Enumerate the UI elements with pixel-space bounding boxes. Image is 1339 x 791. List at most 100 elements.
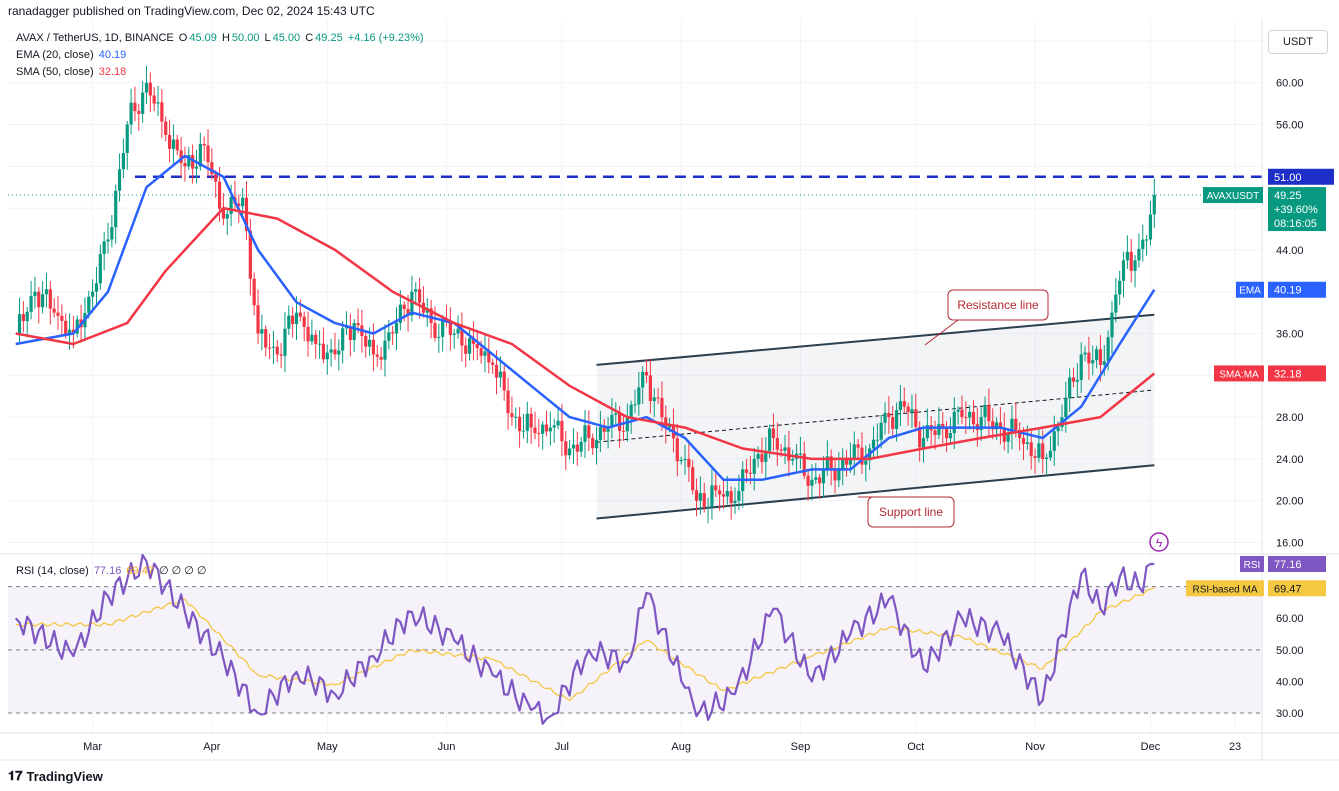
price-grid [8, 20, 1262, 732]
price-tick-label: 28.00 [1276, 412, 1304, 424]
rsi-value-tag-text: 77.16 [1274, 559, 1302, 571]
currency-unit-button[interactable]: USDT [1268, 30, 1328, 54]
high-value: 50.00 [231, 32, 260, 44]
candle-body [244, 197, 249, 231]
candle-body [225, 214, 229, 219]
candle-body [575, 444, 579, 452]
candle-body [1014, 418, 1018, 430]
rsi-legend-value: 77.16 [93, 565, 122, 577]
rsi-ma-line [15, 587, 1155, 702]
candle-body [137, 110, 141, 114]
candle-body [910, 409, 914, 413]
candle-body [237, 203, 241, 207]
candle-body [529, 413, 533, 428]
candle-body [1110, 312, 1114, 338]
candle-body [706, 506, 710, 508]
candle-body [664, 417, 668, 428]
candle-body [375, 354, 379, 357]
time-tick-label: Sep [791, 741, 811, 753]
candles [17, 66, 1156, 524]
candle-body [310, 334, 314, 342]
candle-body [441, 320, 445, 337]
candle-body [583, 425, 587, 442]
candle-body [1145, 239, 1149, 241]
candle-body [56, 312, 60, 316]
candle-body [848, 458, 853, 465]
price-tick-label: 20.00 [1276, 496, 1304, 508]
price-tick-label: 16.00 [1276, 538, 1304, 550]
candle-body [552, 425, 556, 428]
rsi-tick-label: 50.00 [1276, 645, 1304, 657]
rsi-legend-extra: ∅ ∅ ∅ ∅ [159, 565, 207, 577]
time-tick-label: Aug [671, 741, 691, 753]
candle-body [710, 485, 714, 507]
candle-body [756, 453, 760, 459]
time-tick-label: Jun [438, 741, 456, 753]
candle-body [314, 334, 318, 344]
ema-legend-value: 40.19 [98, 49, 127, 61]
candle-body [1114, 294, 1118, 313]
candle-body [971, 411, 976, 425]
candle-body [556, 420, 560, 426]
candle-body [506, 390, 510, 414]
sma-legend: SMA (50, close) 32.18 [16, 66, 128, 78]
candle-body [148, 82, 152, 96]
candle-body [383, 340, 387, 360]
candle-body [252, 278, 256, 306]
candle-body [587, 425, 591, 439]
candle-body [1064, 398, 1068, 418]
candle-body [1148, 214, 1153, 240]
candle-body [298, 312, 302, 317]
candle-body [618, 413, 622, 431]
symbol-label: AVAX / TetherUS, 1D, BINANCE [16, 32, 174, 44]
candle-body [833, 469, 837, 481]
candle-body [106, 239, 110, 242]
candle-body [944, 427, 949, 439]
candle-body [791, 458, 795, 461]
candle-body [467, 338, 472, 354]
candle-body [264, 329, 268, 348]
candle-body [348, 327, 352, 340]
candle-body [75, 319, 79, 334]
candle-body [1071, 377, 1076, 382]
candle-body [548, 427, 552, 432]
candle-body [179, 150, 183, 164]
candle-body [1133, 260, 1137, 271]
candle-body [606, 427, 610, 432]
ema-20-line [15, 154, 1156, 482]
candle-body [625, 417, 629, 432]
candle-body [48, 289, 52, 309]
candle-body [37, 291, 41, 308]
candle-body [1029, 442, 1033, 457]
candle-body [387, 332, 391, 341]
candle-body [160, 102, 164, 122]
candle-body [798, 453, 803, 455]
lightning-glyph: ϟ [1156, 536, 1163, 550]
candle-body [525, 413, 529, 431]
candle-body [117, 169, 122, 191]
candle-body [1068, 377, 1072, 399]
candle-body [367, 339, 372, 347]
candle-body [1048, 450, 1053, 458]
channel-midline [596, 389, 1155, 443]
brand-label: TradingView [26, 768, 103, 784]
candle-body [679, 459, 683, 462]
candle-body [210, 162, 214, 175]
candle-body [475, 343, 479, 349]
candle-body [675, 438, 679, 462]
candle-body [991, 421, 995, 430]
price-tick-label: 24.00 [1276, 454, 1304, 466]
candle-body [571, 444, 576, 449]
candle-body [448, 322, 452, 335]
resistance-annotation-pointer [924, 319, 959, 346]
candle-body [579, 441, 583, 452]
candle-body [429, 308, 433, 324]
candle-body [302, 316, 306, 327]
candle-body [271, 346, 276, 348]
candle-body [856, 444, 860, 448]
candle-body [1091, 360, 1095, 364]
candle-body [960, 409, 964, 418]
resistance-annotation-box [947, 289, 1049, 321]
candle-body [183, 163, 187, 167]
